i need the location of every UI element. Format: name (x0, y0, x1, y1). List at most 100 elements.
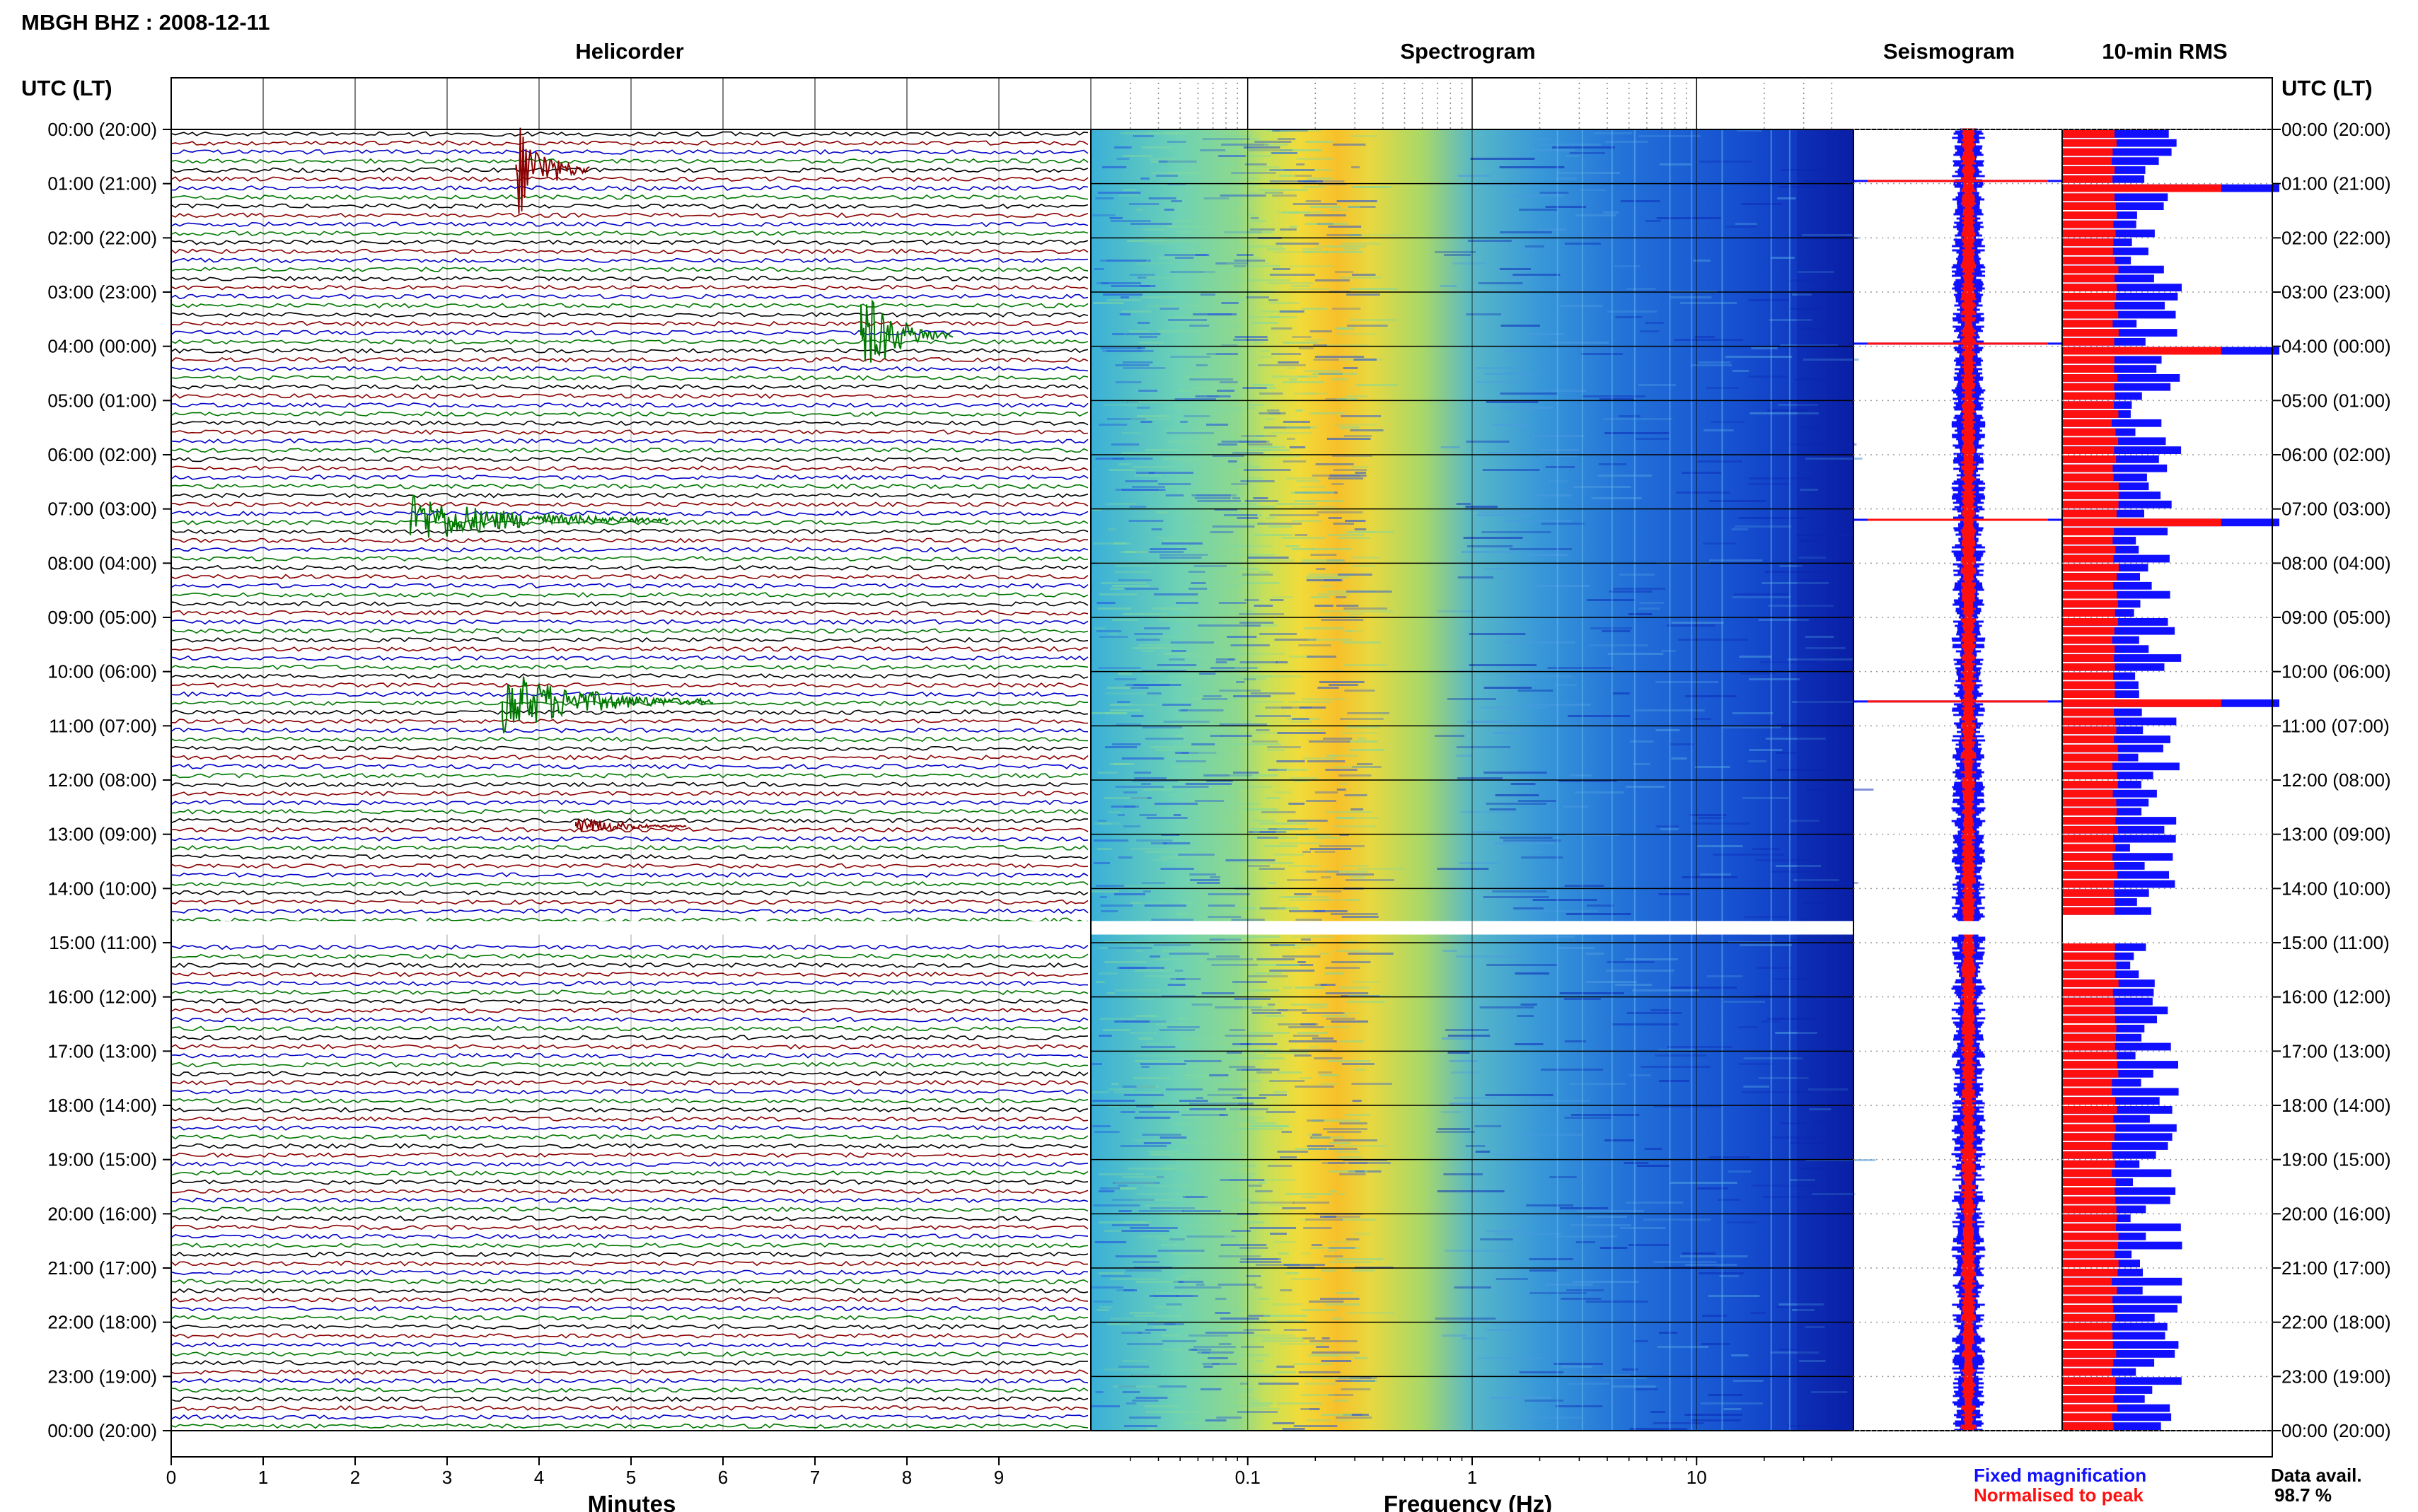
rms-bar-normalised (2062, 356, 2115, 364)
helicorder-trace (170, 963, 1089, 968)
rms-bar-normalised (2062, 1377, 2116, 1385)
helicorder-trace (170, 1396, 1089, 1402)
helicorder-trace (170, 556, 1089, 562)
rms-bar-normalised (2062, 428, 2116, 436)
minute-tick-label: 6 (718, 1467, 728, 1488)
minute-tick-label: 8 (902, 1467, 912, 1488)
hour-label-right: 10:00 (06:00) (2281, 661, 2391, 682)
helicorder-trace (170, 519, 1089, 525)
helicorder-trace (170, 1062, 1089, 1068)
rms-bar-fixed (2062, 1350, 2175, 1358)
rms-bar-fixed (2062, 1413, 2172, 1421)
hour-label-left: 22:00 (18:00) (47, 1312, 157, 1333)
rms-bar-normalised (2062, 844, 2116, 852)
rms-bar-fixed (2062, 446, 2182, 454)
rms-bar-fixed (2062, 1061, 2178, 1069)
helicorder-trace (170, 610, 1089, 616)
rms-bar-normalised (2062, 1025, 2117, 1033)
rms-bar-normalised (2062, 220, 2114, 228)
outer-frame (170, 77, 2273, 1458)
rms-bar-normalised (2062, 871, 2118, 879)
rms-bar-normalised (2062, 202, 2116, 210)
helicorder-trace (170, 899, 1089, 905)
rms-bar-normalised (2062, 1088, 2112, 1096)
rms-bar-fixed (2062, 1277, 2182, 1286)
rms-bar-normalised (2062, 337, 2115, 346)
helicorder-trace (170, 194, 1089, 200)
helicorder-trace (170, 1052, 1089, 1059)
rms-bar-normalised (2062, 772, 2117, 779)
rms-bar-normalised (2062, 1016, 2115, 1023)
rms-bar-fixed (2062, 1088, 2179, 1096)
helicorder-trace (170, 1405, 1089, 1411)
helicorder-trace (170, 1161, 1089, 1168)
hour-label-right: 17:00 (13:00) (2281, 1040, 2391, 1062)
rms-bar-normalised (2062, 663, 2115, 671)
rms-bar-normalised (2062, 1069, 2119, 1078)
helicorder-trace (170, 402, 1089, 408)
rms-bar-fixed (2062, 1142, 2168, 1150)
rms-bar-normalised (2062, 482, 2119, 491)
helicorder-trace (170, 212, 1089, 219)
rms-bar-normalised (2062, 229, 2116, 238)
helicorder-trace (170, 348, 1089, 354)
rms-bar-normalised (2062, 1422, 2114, 1430)
helicorder-trace (170, 755, 1089, 761)
rms-bar-normalised (2062, 988, 2113, 996)
helicorder-trace (170, 908, 1089, 914)
legend-fixed-magnification: Fixed magnification (1974, 1465, 2146, 1486)
rms-bar-normalised (2062, 1151, 2113, 1159)
rms-bar-normalised (2062, 762, 2113, 771)
rms-bar-normalised (2062, 952, 2115, 960)
rms-bar-normalised (2062, 1078, 2112, 1087)
rms-bar-normalised (2062, 1033, 2116, 1042)
helicorder-trace (170, 303, 1089, 309)
helicorder-trace (170, 1016, 1089, 1023)
helicorder-trace (170, 655, 1089, 661)
rms-bar-normalised (2062, 274, 2115, 283)
rms-bar-fixed (2062, 419, 2162, 427)
helicorder-trace (170, 1098, 1089, 1104)
helicorder-trace (170, 1188, 1089, 1194)
hour-label-left: 06:00 (02:00) (47, 444, 157, 465)
rms-bar-normalised (2062, 781, 2118, 789)
helicorder-trace (170, 682, 1089, 688)
rms-bar-normalised (2062, 401, 2114, 409)
rms-bar-normalised (2062, 446, 2115, 454)
rms-bar-normalised (2062, 492, 2119, 499)
hour-label-right: 22:00 (18:00) (2281, 1312, 2391, 1333)
seismic-event-trace (502, 676, 714, 733)
helicorder-trace (170, 727, 1089, 733)
rms-bar-normalised (2062, 862, 2115, 870)
helicorder-trace (170, 1279, 1089, 1285)
rms-bar-normalised (2062, 500, 2119, 508)
legend-normalised-to-peak: Normalised to peak (1974, 1484, 2144, 1506)
rms-bar-normalised (2062, 1160, 2115, 1168)
rms-bar-fixed (2062, 627, 2175, 635)
helicorder-trace (170, 881, 1089, 887)
minute-tick-label: 1 (258, 1467, 268, 1488)
helicorder-trace (170, 1107, 1089, 1113)
helicorder-trace (170, 528, 1089, 535)
rms-bar-fixed (2062, 717, 2177, 726)
rms-bar-normalised (2062, 979, 2119, 987)
rms-bar-normalised (2062, 1296, 2113, 1304)
seismic-event-trace (575, 818, 687, 832)
helicorder-trace (170, 356, 1089, 364)
helicorder-trace (170, 872, 1089, 878)
hour-label-left: 00:00 (20:00) (47, 1420, 157, 1441)
hour-label-left: 12:00 (08:00) (47, 769, 157, 791)
rms-title: 10-min RMS (2102, 39, 2227, 64)
rms-bar-normalised (2062, 284, 2117, 291)
helicorder-trace (170, 149, 1089, 155)
rms-bar-normalised (2062, 1395, 2114, 1403)
helicorder-trace (170, 800, 1089, 806)
hour-label-right: 00:00 (20:00) (2281, 119, 2391, 140)
helicorder-trace (170, 140, 1089, 146)
rms-bar-normalised (2062, 970, 2115, 979)
rms-bar-normalised (2062, 419, 2112, 427)
helicorder-trace (170, 619, 1089, 625)
utc-lt-right-label: UTC (LT) (2281, 76, 2373, 100)
rms-bar-fixed (2062, 1341, 2179, 1349)
rms-bar-normalised (2062, 545, 2116, 554)
